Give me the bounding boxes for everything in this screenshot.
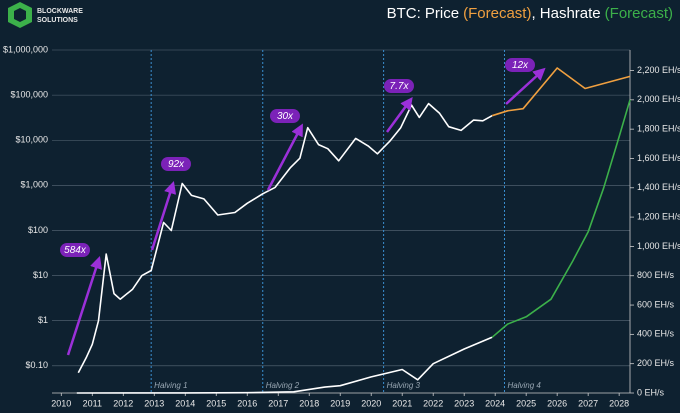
x-tick-label: 2017 [268,398,288,408]
y-tick-label: $100,000 [10,89,48,99]
y2-tick-label: 800 EH/s [637,270,675,280]
annotation-label: 7.7x [390,81,410,92]
annotation-label: 584x [64,245,87,256]
y-tick-label: $1 [38,315,48,325]
y2-tick-label: 1,000 EH/s [637,241,680,251]
annotation-pill [60,243,90,257]
title-part: , Hashrate [531,5,600,22]
y2-tick-label: 1,200 EH/s [637,211,680,221]
x-tick-label: 2019 [330,398,350,408]
x-tick-label: 2027 [578,398,598,408]
annotation-pill [505,58,535,72]
halving-label: Halving 3 [387,381,421,390]
annotation-pill [161,157,191,171]
series-line [491,67,631,117]
x-tick-label: 2016 [237,398,257,408]
y-tick-label: $1,000 [20,180,48,190]
series-line [77,102,493,374]
title-part: (Forecast) [605,5,673,22]
x-tick-label: 2015 [206,398,226,408]
y-tick-label: $0.10 [25,360,48,370]
x-tick-label: 2026 [547,398,567,408]
y2-tick-label: 1,400 EH/s [637,182,680,192]
annotation-pill [384,79,414,93]
halving-label: Halving 4 [507,381,541,390]
y-tick-label: $100 [28,225,48,235]
x-tick-label: 2020 [361,398,381,408]
logo-icon-inner [14,8,26,22]
annotation-label: 30x [277,111,294,122]
y2-tick-label: 200 EH/s [637,358,675,368]
y-tick-label: $10,000 [15,135,48,145]
y2-tick-label: 2,000 EH/s [637,94,680,104]
y2-tick-label: 1,800 EH/s [637,124,680,134]
annotation-arrow [266,123,303,191]
title-part: (Forecast) [463,5,531,22]
x-tick-label: 2024 [485,398,505,408]
x-tick-label: 2022 [423,398,443,408]
x-tick-label: 2021 [392,398,412,408]
series-line [76,336,493,394]
title-part: BTC: Price [387,5,460,22]
annotation-arrow [505,67,546,105]
x-tick-label: 2023 [454,398,474,408]
logo-text: SOLUTIONS [37,17,78,24]
annotation-arrow [66,256,103,356]
x-tick-label: 2025 [516,398,536,408]
annotation-arrow [385,96,413,133]
x-tick-label: 2010 [51,398,71,408]
y-tick-label: $10 [33,270,48,280]
x-tick-label: 2012 [113,398,133,408]
x-tick-label: 2028 [609,398,629,408]
x-tick-label: 2014 [175,398,195,408]
series-line [491,99,631,338]
logo: BLOCKWARE SOLUTIONS [8,2,83,28]
y2-tick-label: 2,200 EH/s [637,65,680,75]
annotation-label: 12x [512,60,529,71]
annotation-arrow [150,181,177,251]
annotation-pill [270,109,300,123]
x-tick-label: 2011 [83,398,102,408]
annotation-label: 92x [168,159,185,170]
x-tick-label: 2013 [144,398,164,408]
logo-text: BLOCKWARE [37,8,83,15]
halving-label: Halving 1 [154,381,187,390]
y2-tick-label: 0 EH/s [637,387,665,397]
y2-tick-label: 1,600 EH/s [637,153,680,163]
y2-tick-label: 400 EH/s [637,329,675,339]
chart-title: BTC: Price (Forecast), Hashrate (Forecast) [387,5,673,22]
halving-label: Halving 2 [266,381,300,390]
x-tick-label: 2018 [299,398,319,408]
y-tick-label: $1,000,000 [3,44,48,54]
y2-tick-label: 600 EH/s [637,299,675,309]
